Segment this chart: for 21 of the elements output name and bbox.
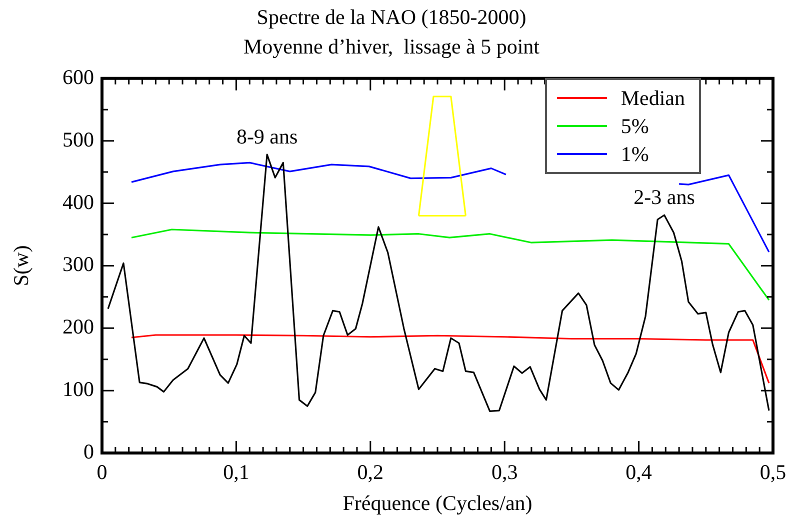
- legend-label: 1%: [620, 141, 649, 168]
- x-tick-label: 0,4: [626, 460, 652, 484]
- chart-subtitle: Moyenne d’hiver, lissage à 5 point: [243, 34, 540, 58]
- y-axis-title: S(w): [9, 245, 34, 286]
- annotation: 8-9 ans: [236, 124, 298, 149]
- x-tick-label: 0,1: [223, 460, 250, 484]
- legend-label: 5%: [620, 113, 649, 140]
- x-tick-label: 0,3: [491, 460, 518, 484]
- y-tick-label: 0: [84, 440, 94, 464]
- y-tick-label: 100: [62, 377, 94, 402]
- y-tick-label: 400: [62, 190, 94, 214]
- y-tick-label: 300: [62, 252, 94, 276]
- x-tick-label: 0,5: [760, 460, 786, 484]
- x-tick-label: 0,2: [357, 460, 384, 484]
- y-tick-label: 600: [62, 64, 94, 89]
- legend-label: Median: [620, 85, 685, 112]
- y-tick-label: 200: [62, 314, 94, 339]
- x-axis-title: Fréquence (Cycles/an): [342, 490, 532, 515]
- annotation: 2-3 ans: [634, 185, 695, 210]
- y-tick-label: 500: [62, 127, 94, 152]
- chart-title: Spectre de la NAO (1850-2000): [256, 5, 526, 30]
